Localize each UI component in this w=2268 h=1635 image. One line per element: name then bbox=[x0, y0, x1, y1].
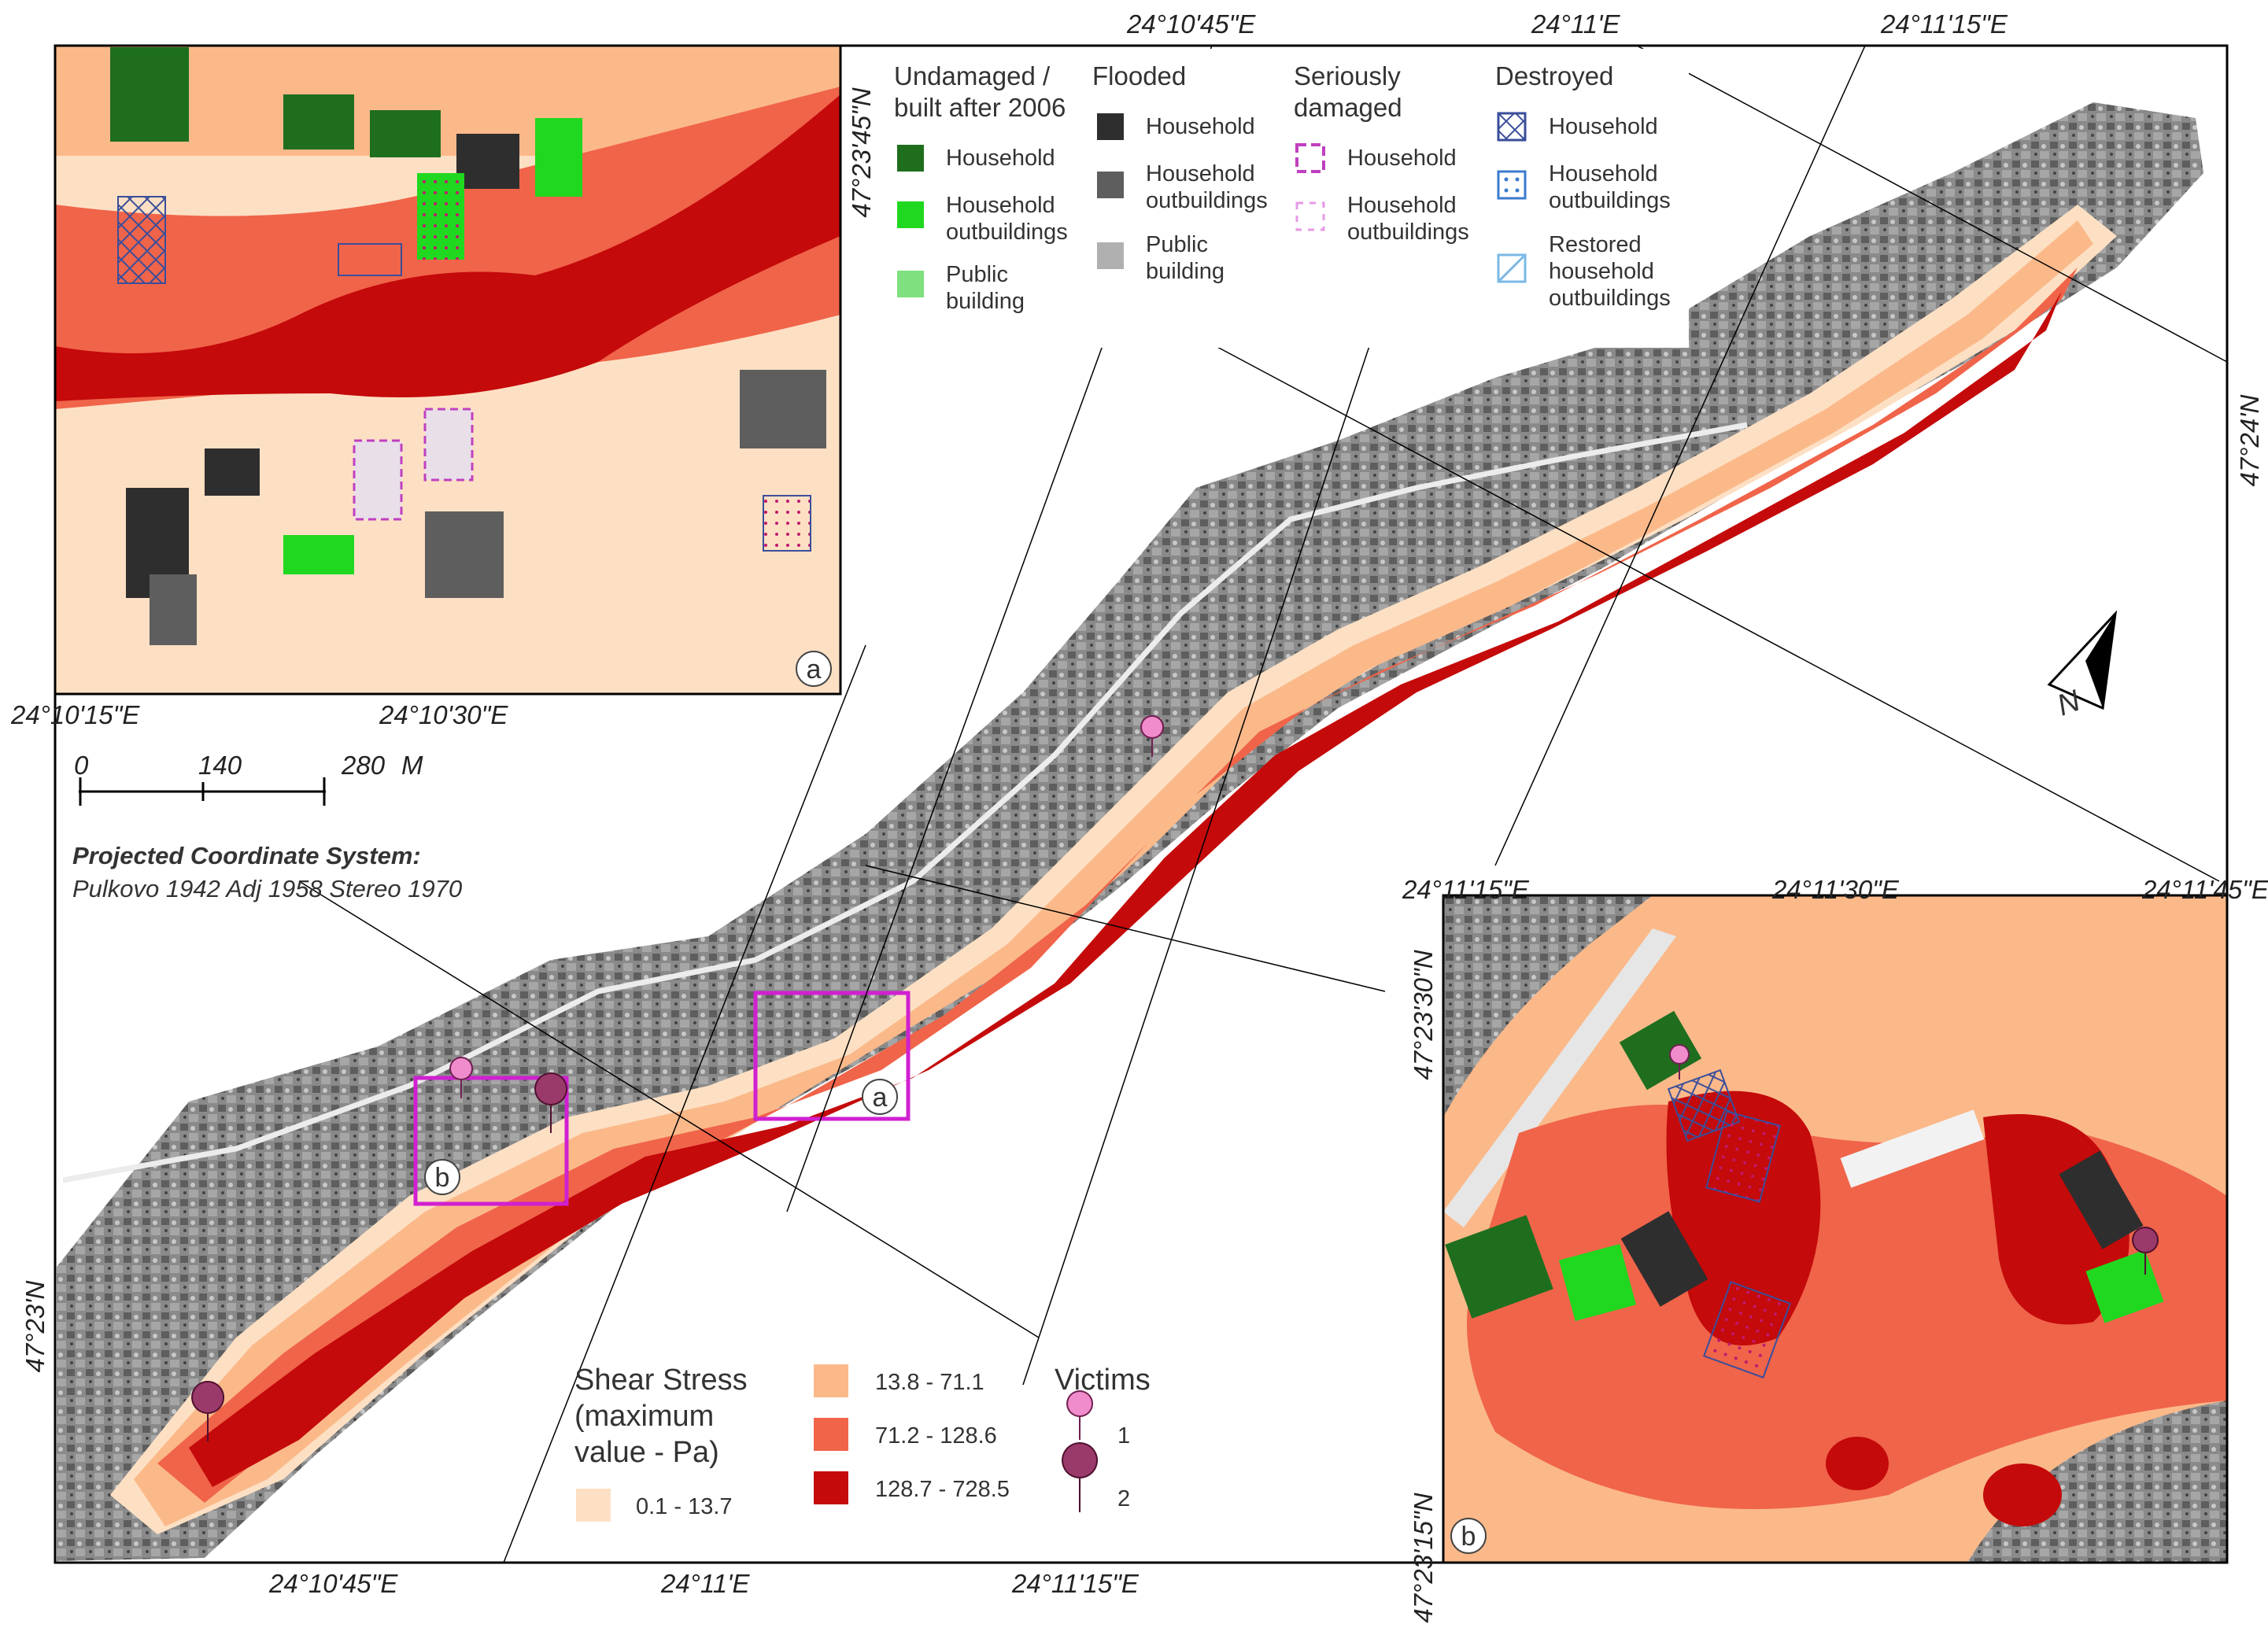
shear-title-2: (maximum bbox=[574, 1400, 714, 1433]
shear-class-2: 13.8 - 71.1 bbox=[875, 1370, 984, 1395]
shear-title-1: Shear Stress bbox=[574, 1364, 748, 1397]
projection-name: Pulkovo 1942 Adj 1958 Stereo 1970 bbox=[72, 875, 462, 902]
flooded-household-label: Household bbox=[1146, 114, 1255, 139]
shear-swatch-2 bbox=[814, 1364, 848, 1397]
scale-tick-0: 0 bbox=[74, 751, 89, 780]
destroyed-title: Destroyed bbox=[1495, 61, 1613, 90]
shear-swatch-4 bbox=[814, 1471, 848, 1504]
inset-b: b bbox=[1442, 894, 2229, 1564]
shear-title-3: value - Pa) bbox=[574, 1436, 719, 1469]
legend-swatch-flooded-public bbox=[1097, 242, 1124, 269]
scale-bar: 0 140 280 M bbox=[74, 751, 423, 806]
destroyed-outbuildings-label-1: Household bbox=[1549, 161, 1658, 186]
flooded-title: Flooded bbox=[1092, 61, 1186, 90]
victim-marker-2 bbox=[534, 1072, 567, 1134]
legend-swatch-undamaged-public bbox=[897, 271, 924, 297]
legend-swatch-destroyed-outbuildings bbox=[1497, 170, 1527, 200]
coord-main-right: 47°24'N bbox=[2235, 394, 2264, 486]
victims-1-label: 1 bbox=[1117, 1423, 1130, 1449]
coord-inset-a-right: 47°23'45"N bbox=[847, 87, 876, 217]
coord-inset-b-left-1: 47°23'30"N bbox=[1409, 950, 1438, 1080]
coord-top-3: 24°11'15"E bbox=[1880, 9, 2008, 39]
damaged-outbuildings-label-2: outbuildings bbox=[1347, 220, 1469, 245]
flooded-public-label-1: Public bbox=[1146, 232, 1208, 257]
legend-swatch-damaged-household bbox=[1295, 143, 1325, 173]
coord-inset-a-bottom-1: 24°10'15"E bbox=[10, 700, 140, 729]
projection-title: Projected Coordinate System: bbox=[72, 842, 421, 869]
legend-swatch-flooded-outbuildings bbox=[1097, 172, 1124, 198]
undamaged-public-label-2: building bbox=[946, 289, 1025, 314]
restored-label-1: Restored bbox=[1549, 232, 1642, 257]
restored-label-2: household bbox=[1549, 259, 1654, 284]
inset-b-label: b bbox=[1461, 1522, 1476, 1552]
graticule bbox=[298, 45, 2228, 1563]
coord-inset-b-top-3: 24°11'45"E bbox=[2141, 875, 2268, 904]
flooded-outbuildings-label-1: Household bbox=[1146, 161, 1255, 186]
flooded-public-label-2: building bbox=[1146, 259, 1224, 284]
coord-bottom-1: 24°10'45"E bbox=[268, 1569, 398, 1598]
damaged-household-label: Household bbox=[1347, 146, 1457, 171]
coord-bottom-3: 24°11'15"E bbox=[1011, 1569, 1140, 1598]
undamaged-household-label: Household bbox=[946, 146, 1055, 171]
victim-2-icon bbox=[1062, 1442, 1099, 1513]
road bbox=[62, 422, 1748, 1183]
inset-b-frame bbox=[1442, 894, 2229, 1564]
scale-tick-280: 280 bbox=[341, 751, 386, 780]
scale-unit: M bbox=[401, 751, 423, 780]
shear-class-1: 0.1 - 13.7 bbox=[636, 1494, 733, 1519]
building-legend: Undamaged / built after 2006 Household H… bbox=[878, 49, 1689, 348]
inset-a-frame bbox=[54, 44, 842, 696]
damaged-outbuildings-label-1: Household bbox=[1347, 193, 1457, 218]
victim-marker-2 bbox=[191, 1381, 224, 1442]
shear-class-4: 128.7 - 728.5 bbox=[875, 1477, 1010, 1502]
undamaged-outbuildings-label-2: outbuildings bbox=[946, 220, 1068, 245]
coord-inset-b-top-1: 24°11'15"E bbox=[1402, 875, 1530, 904]
victim-1-icon bbox=[1066, 1390, 1094, 1441]
scale-tick-140: 140 bbox=[198, 751, 242, 780]
inset-a-outline bbox=[753, 991, 911, 1121]
inset-a-label: a bbox=[807, 655, 822, 685]
inset-b-marker-label: b bbox=[435, 1163, 450, 1193]
coord-inset-b-left-2: 47°23'15"N bbox=[1409, 1493, 1438, 1622]
undamaged-title-2: built after 2006 bbox=[894, 93, 1066, 122]
inset-a: a bbox=[54, 44, 842, 696]
victims-title: Victims bbox=[1055, 1364, 1151, 1397]
victim-marker-1 bbox=[449, 1057, 474, 1099]
flooded-outbuildings-label-2: outbuildings bbox=[1146, 188, 1268, 213]
coordinate-labels: 24°10'45"E 24°11'E 24°11'15"E 47°24'N 47… bbox=[10, 9, 2268, 1623]
undamaged-outbuildings-label-1: Household bbox=[946, 193, 1055, 218]
coord-top-2: 24°11'E bbox=[1531, 9, 1620, 39]
undamaged-public-label-1: Public bbox=[946, 262, 1008, 287]
coord-inset-a-bottom-2: 24°10'30"E bbox=[379, 700, 508, 729]
inset-a-marker-label: a bbox=[873, 1083, 888, 1113]
restored-label-3: outbuildings bbox=[1549, 286, 1671, 311]
victims-2-label: 2 bbox=[1117, 1486, 1130, 1511]
shear-stress-legend: Shear Stress (maximum value - Pa) 0.1 - … bbox=[574, 1364, 1010, 1522]
coord-main-left: 47°23'N bbox=[20, 1280, 50, 1372]
shear-swatch-1 bbox=[576, 1489, 611, 1522]
victims-legend: Victims 1 2 bbox=[1055, 1364, 1151, 1513]
inset-a-marker bbox=[862, 1079, 898, 1115]
damaged-title-1: Seriously bbox=[1294, 61, 1401, 90]
coord-top-1: 24°10'45"E bbox=[1126, 9, 1256, 39]
inset-b-outline bbox=[413, 1076, 569, 1206]
undamaged-title-1: Undamaged / bbox=[894, 61, 1051, 90]
coord-bottom-2: 24°11'E bbox=[660, 1569, 750, 1598]
legend-swatch-undamaged-outbuildings bbox=[897, 201, 924, 228]
damaged-title-2: damaged bbox=[1294, 93, 1402, 122]
victim-marker-1 bbox=[1140, 715, 1165, 758]
legend-swatch-damaged-outbuildings bbox=[1295, 201, 1325, 231]
shear-class-3: 71.2 - 128.6 bbox=[875, 1423, 997, 1449]
destroyed-outbuildings-label-2: outbuildings bbox=[1549, 188, 1671, 213]
coord-inset-b-top-2: 24°11'30"E bbox=[1771, 875, 1900, 904]
legend-swatch-flooded-household bbox=[1097, 113, 1124, 140]
legend-swatch-destroyed-household bbox=[1497, 112, 1527, 142]
shear-swatch-3 bbox=[814, 1418, 848, 1451]
destroyed-household-label: Household bbox=[1549, 114, 1658, 139]
inset-b-marker bbox=[424, 1159, 460, 1195]
legend-swatch-undamaged-household bbox=[897, 145, 924, 172]
flood-class-4 bbox=[189, 291, 2062, 1487]
